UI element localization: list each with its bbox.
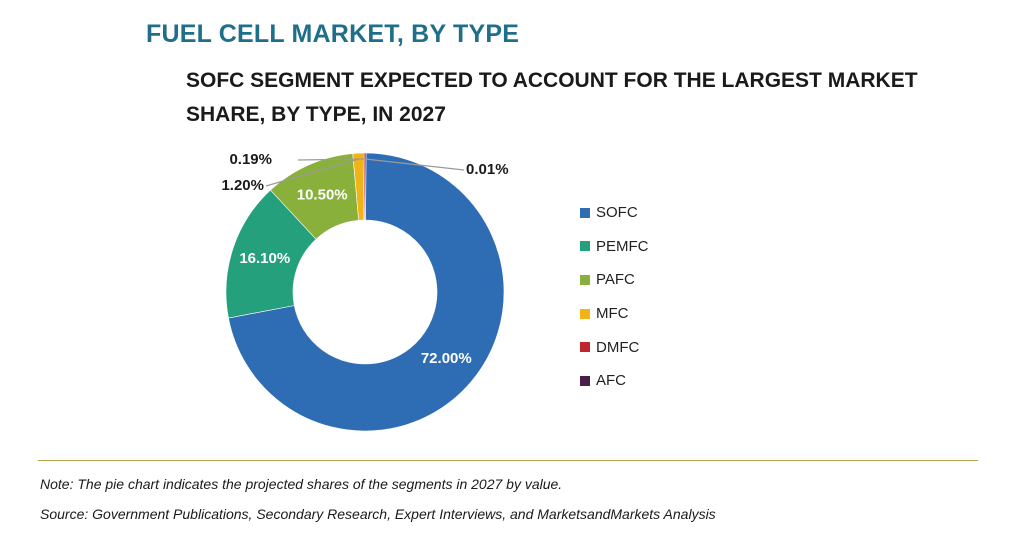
data-label-mfc: 1.20% <box>221 177 264 194</box>
legend-label: AFC <box>596 372 626 390</box>
legend-label: MFC <box>596 305 629 323</box>
legend-item-sofc: SOFC <box>580 196 649 230</box>
legend-label: PEMFC <box>596 237 649 255</box>
chart-title: FUEL CELL MARKET, BY TYPE <box>146 20 520 48</box>
legend-item-pafc: PAFC <box>580 263 649 297</box>
chart-subtitle: SOFC SEGMENT EXPECTED TO ACCOUNT FOR THE… <box>186 69 918 126</box>
chart-legend: SOFC PEMFC PAFC MFC DMFC AFC <box>580 196 649 398</box>
data-label-sofc: 72.00% <box>421 350 472 367</box>
legend-swatch <box>580 308 590 319</box>
legend-swatch <box>580 241 590 252</box>
legend-item-mfc: MFC <box>580 297 649 331</box>
slice-sofc <box>228 152 505 432</box>
legend-item-afc: AFC <box>580 364 649 398</box>
legend-swatch <box>580 274 590 285</box>
chart-note: Note: The pie chart indicates the projec… <box>40 476 563 492</box>
leader-line-dmfc <box>297 158 365 161</box>
leader-line-afc <box>365 158 465 171</box>
legend-item-dmfc: DMFC <box>580 330 649 364</box>
leader-line-mfc <box>265 158 359 187</box>
chart-source: Source: Government Publications, Seconda… <box>40 506 716 522</box>
data-label-afc: 0.01% <box>466 161 509 178</box>
legend-swatch <box>580 375 590 386</box>
legend-label: DMFC <box>596 338 640 356</box>
legend-label: SOFC <box>596 204 638 222</box>
data-label-pemfc: 16.10% <box>239 250 290 267</box>
legend-swatch <box>580 342 590 353</box>
slice-afc <box>364 152 367 221</box>
legend-label: PAFC <box>596 271 635 289</box>
divider-line <box>38 460 978 461</box>
legend-swatch <box>580 207 590 218</box>
data-label-pafc: 10.50% <box>297 187 348 204</box>
legend-item-pemfc: PEMFC <box>580 230 649 264</box>
data-label-dmfc: 0.19% <box>229 151 272 168</box>
